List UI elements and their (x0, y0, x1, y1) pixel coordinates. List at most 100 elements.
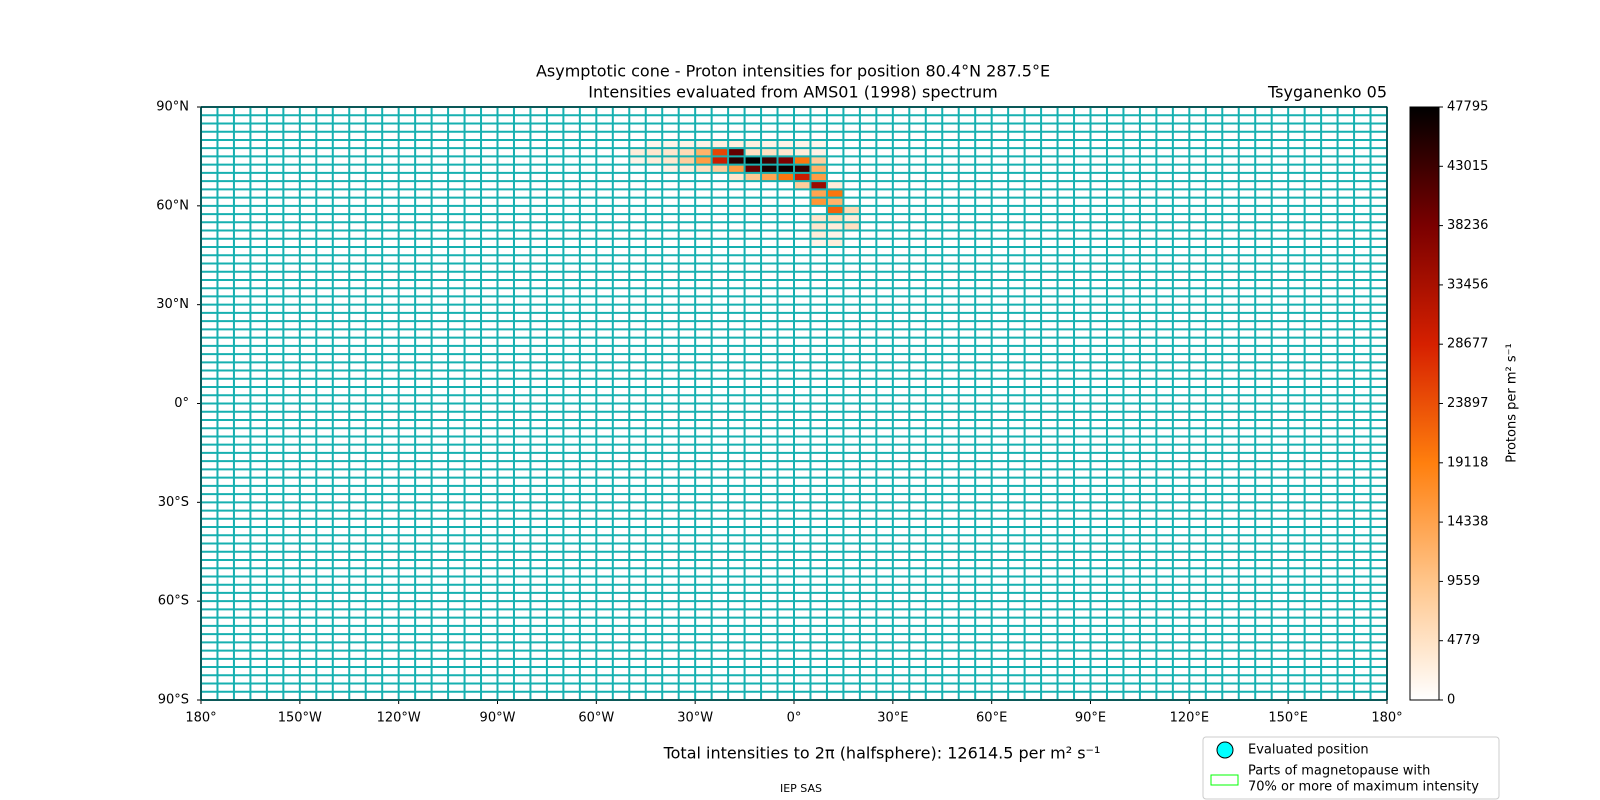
intensity-cell (761, 172, 778, 182)
intensity-cell (761, 148, 778, 157)
intensity-cell (810, 139, 827, 149)
y-tick-label: 60°S (158, 594, 189, 609)
x-tick-label: 60°E (976, 711, 1007, 726)
intensity-cell (777, 139, 794, 149)
intensity-cell (662, 164, 679, 173)
intensity-cell (728, 139, 745, 149)
intensity-cell (711, 164, 729, 173)
intensity-cell (678, 148, 696, 157)
intensity-cell (678, 139, 696, 149)
intensity-cell (794, 164, 811, 173)
intensity-cell (826, 189, 844, 198)
map-frame (200, 106, 1388, 701)
model-name: Tsyganenko 05 (1267, 83, 1387, 102)
intensity-cell (695, 148, 712, 157)
intensity-cell (645, 139, 663, 149)
intensity-cell (843, 205, 860, 215)
intensity-cell (744, 164, 762, 173)
y-tick-label: 90°N (156, 100, 189, 115)
intensity-cell (678, 156, 696, 165)
colorbar-tick-label: 19118 (1447, 455, 1488, 470)
intensity-cell (645, 156, 663, 165)
intensity-cell (810, 181, 827, 190)
intensity-cell (810, 230, 827, 239)
intensity-cell (794, 148, 811, 157)
y-tick-label: 90°S (158, 693, 189, 708)
intensity-cell (794, 156, 811, 165)
intensity-cell (695, 139, 712, 149)
legend-box (1202, 736, 1500, 800)
intensity-cell (843, 214, 860, 223)
intensity-cell (695, 156, 712, 165)
intensity-cell (826, 181, 844, 190)
y-tick-label: 60°N (156, 198, 189, 213)
x-tick-label: 120°W (377, 711, 421, 726)
intensity-cell (810, 172, 827, 182)
intensity-cell (794, 181, 811, 190)
intensity-cell (826, 222, 844, 231)
intensity-cell (777, 156, 794, 165)
intensity-cell (744, 148, 762, 157)
x-tick-label: 150°W (278, 711, 322, 726)
cone-grid (200, 106, 1388, 701)
intensity-cell (711, 156, 729, 165)
intensity-cell (777, 148, 794, 157)
chart-title: Asymptotic cone - Proton intensities for… (536, 62, 1050, 81)
legend-label: Evaluated position (1248, 743, 1369, 758)
x-tick-label: 0° (787, 711, 802, 726)
intensity-cell (794, 172, 811, 182)
x-tick-label: 180° (185, 711, 216, 726)
legend-marker (1210, 774, 1239, 786)
intensity-cell (662, 156, 679, 165)
intensity-cell (826, 230, 844, 239)
intensity-cell (810, 189, 827, 198)
intensity-cell (810, 222, 827, 231)
intensity-cell (826, 197, 844, 206)
intensity-cell (645, 148, 663, 157)
chart-subtitle: Intensities evaluated from AMS01 (1998) … (588, 83, 997, 102)
x-tick-label: 90°W (480, 711, 516, 726)
colorbar-tick-label: 14338 (1447, 515, 1488, 530)
colorbar-tick-label: 0 (1447, 693, 1455, 708)
intensity-cell (826, 205, 844, 215)
intensity-cell (662, 139, 679, 149)
x-tick-label: 30°E (877, 711, 908, 726)
y-tick-label: 30°N (156, 297, 189, 312)
colorbar-tick-label: 4779 (1447, 633, 1480, 648)
intensity-cell (728, 156, 745, 165)
legend-label: Parts of magnetopause with (1248, 764, 1430, 779)
intensity-cell (843, 222, 860, 231)
colorbar-tick-label: 9559 (1447, 574, 1480, 589)
intensity-cell (810, 238, 827, 248)
intensity-cell (744, 139, 762, 149)
colorbar-label: Protons per m² s⁻¹ (1505, 343, 1520, 462)
intensity-cell (629, 148, 646, 157)
intensity-cell (711, 148, 729, 157)
intensity-cell (711, 139, 729, 149)
intensity-cell (826, 214, 844, 223)
x-tick-label: 60°W (578, 711, 614, 726)
intensity-cell (761, 164, 778, 173)
total-intensity: Total intensities to 2π (halfsphere): 12… (663, 744, 1101, 763)
intensity-cell (662, 148, 679, 157)
colorbar-tick-label: 47795 (1447, 100, 1488, 115)
intensity-cell (810, 148, 827, 157)
x-tick-label: 120°E (1170, 711, 1210, 726)
colorbar-tick-label: 23897 (1447, 396, 1488, 411)
intensity-cell (728, 172, 745, 182)
intensity-cell (761, 139, 778, 149)
intensity-cell (810, 156, 827, 165)
colorbar-tick-label: 43015 (1447, 159, 1488, 174)
x-tick-label: 90°E (1075, 711, 1106, 726)
intensity-cell (728, 164, 745, 173)
credit: IEP SAS (780, 782, 822, 795)
x-tick-label: 180° (1371, 711, 1402, 726)
intensity-cell (744, 172, 762, 182)
intensity-cell (810, 214, 827, 223)
x-tick-label: 150°E (1268, 711, 1308, 726)
intensity-cell (777, 164, 794, 173)
intensity-cell (794, 139, 811, 149)
intensity-cell (695, 164, 712, 173)
